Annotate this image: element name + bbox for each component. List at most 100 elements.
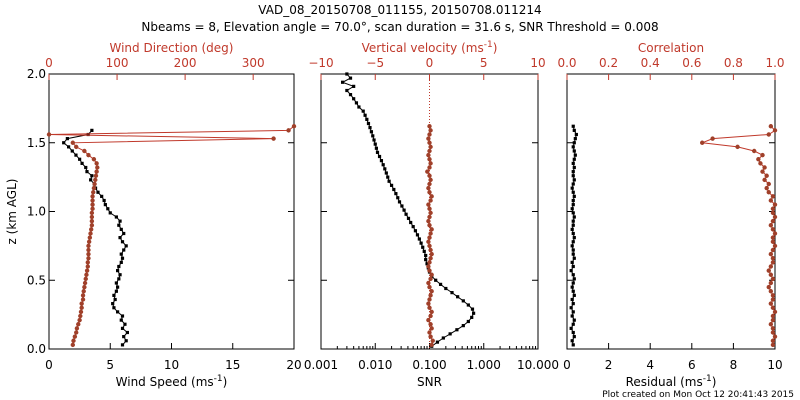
series-line [702, 125, 776, 345]
data-point [450, 291, 454, 295]
data-point [456, 295, 460, 299]
data-point [425, 262, 429, 266]
data-point [572, 141, 576, 145]
data-point [67, 145, 71, 149]
top-tick-label: −5 [366, 56, 384, 70]
data-point [571, 161, 575, 165]
data-point [90, 206, 95, 211]
data-point [426, 317, 431, 323]
data-point [768, 272, 774, 277]
data-point [427, 181, 432, 187]
data-point [88, 227, 94, 232]
y-tick-label: 1.5 [27, 136, 46, 150]
data-point [762, 165, 767, 170]
data-point [86, 256, 91, 261]
data-point [570, 227, 574, 231]
data-point [426, 136, 431, 141]
data-point [768, 289, 774, 294]
data-point [89, 178, 93, 182]
data-point [406, 216, 411, 220]
data-point [113, 297, 117, 302]
data-point [766, 181, 771, 187]
data-point [424, 253, 428, 258]
data-point [88, 231, 93, 236]
data-point [83, 276, 88, 282]
data-point [409, 220, 413, 225]
data-point [573, 137, 577, 141]
data-point [427, 206, 432, 211]
data-point [404, 212, 408, 216]
x-tick-label: 15 [225, 358, 240, 372]
data-point [95, 165, 100, 170]
data-point [424, 258, 428, 262]
data-point [429, 289, 434, 294]
data-point [70, 342, 76, 348]
data-point [571, 190, 575, 194]
data-point [116, 269, 120, 273]
series-residual [569, 124, 578, 347]
panel-correlation: 0 2 4 6 8 10 0.0 0.2 0.4 0.6 0.8 1.0 [557, 56, 784, 372]
series-line [48, 125, 295, 345]
data-point [352, 97, 356, 101]
data-point [427, 214, 432, 220]
data-point [373, 142, 377, 146]
data-point [117, 223, 121, 227]
data-point [571, 310, 575, 314]
data-point [429, 342, 434, 348]
data-point [387, 179, 391, 183]
data-point [422, 249, 426, 253]
data-point [772, 243, 778, 249]
data-point [429, 326, 434, 331]
data-point [768, 124, 774, 129]
data-point [570, 186, 574, 190]
data-point [770, 260, 776, 265]
data-point [86, 132, 90, 137]
data-point [571, 174, 575, 178]
data-point [119, 252, 123, 256]
top-tick-label: 0.4 [641, 56, 660, 70]
data-point [735, 144, 740, 150]
data-point [426, 264, 431, 269]
data-point [91, 185, 97, 191]
data-point [770, 313, 776, 319]
data-point [91, 190, 96, 195]
data-point [120, 326, 125, 330]
data-point [122, 231, 126, 236]
data-point [84, 268, 90, 273]
data-point [571, 203, 575, 207]
data-point [444, 286, 448, 291]
data-point [117, 277, 121, 281]
data-point [65, 137, 69, 141]
panel-frame [566, 73, 776, 350]
data-point [770, 326, 776, 331]
x-tick-label: 0.010 [358, 358, 392, 372]
data-point [108, 211, 112, 215]
y-tick-label: 0.0 [27, 342, 46, 356]
data-point [429, 272, 434, 277]
data-point [770, 235, 776, 240]
data-point [120, 256, 125, 260]
x-tick-label: 0 [563, 358, 571, 372]
data-point [435, 340, 440, 344]
data-point [46, 132, 52, 137]
data-point [430, 338, 435, 343]
data-point [428, 231, 433, 236]
data-point [114, 215, 118, 219]
data-point [119, 318, 123, 322]
top-tick-label: 0.6 [682, 56, 701, 70]
title-line2: Nbeams = 8, Elevation angle = 70.0°, sca… [141, 20, 658, 34]
data-point [118, 236, 122, 240]
data-point [768, 301, 774, 306]
data-point [569, 326, 573, 330]
data-point [758, 161, 763, 166]
data-point [571, 252, 575, 256]
top-tick-label: 0.2 [599, 56, 618, 70]
data-point [768, 322, 774, 327]
data-point [426, 152, 431, 158]
data-point [571, 330, 575, 335]
data-point [428, 161, 433, 166]
data-point [571, 289, 575, 293]
data-point [368, 126, 372, 130]
data-point [122, 248, 126, 252]
